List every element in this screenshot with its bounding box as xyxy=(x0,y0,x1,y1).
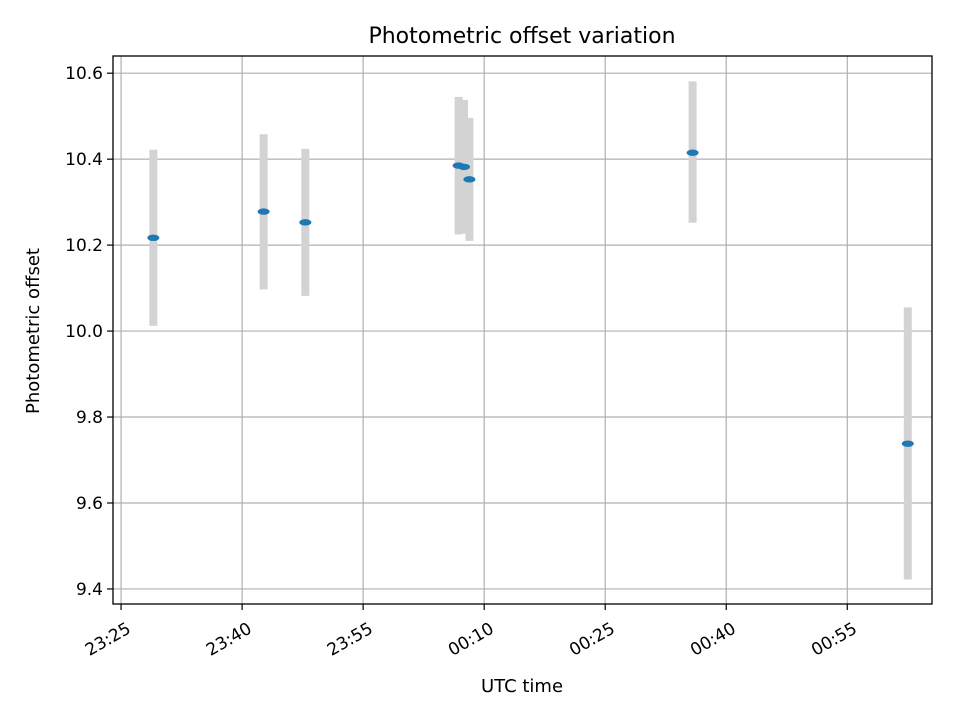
plot-frame xyxy=(112,55,933,605)
y-tick-label: 9.4 xyxy=(76,580,103,600)
y-tick-label: 10.6 xyxy=(65,64,103,84)
data-point xyxy=(901,440,914,447)
data-point xyxy=(463,176,476,183)
data-point xyxy=(458,163,470,171)
x-tick-label: 23:55 xyxy=(324,619,376,661)
x-tick-label: 23:40 xyxy=(203,619,255,661)
data-points xyxy=(147,149,914,447)
x-axis-label: UTC time xyxy=(481,676,563,697)
x-tick-label: 00:10 xyxy=(445,619,497,661)
error-bars xyxy=(149,81,912,580)
y-tick-label: 10.0 xyxy=(65,322,103,342)
chart-title: Photometric offset variation xyxy=(368,24,675,49)
y-tick-label: 10.2 xyxy=(65,236,103,256)
y-tick-label: 10.4 xyxy=(65,150,103,170)
y-tick-label: 9.6 xyxy=(76,494,103,514)
x-tick-label: 23:25 xyxy=(82,619,134,661)
data-point xyxy=(147,234,160,242)
data-point xyxy=(686,149,699,156)
x-tick-label: 00:25 xyxy=(566,619,618,661)
data-point xyxy=(299,219,312,226)
y-tick-label: 9.8 xyxy=(76,408,103,428)
x-tick-label: 00:55 xyxy=(808,619,860,661)
grid-lines xyxy=(113,56,932,604)
x-tick-label: 00:40 xyxy=(687,619,739,661)
data-point xyxy=(257,208,270,215)
y-axis-label: Photometric offset xyxy=(23,248,44,414)
